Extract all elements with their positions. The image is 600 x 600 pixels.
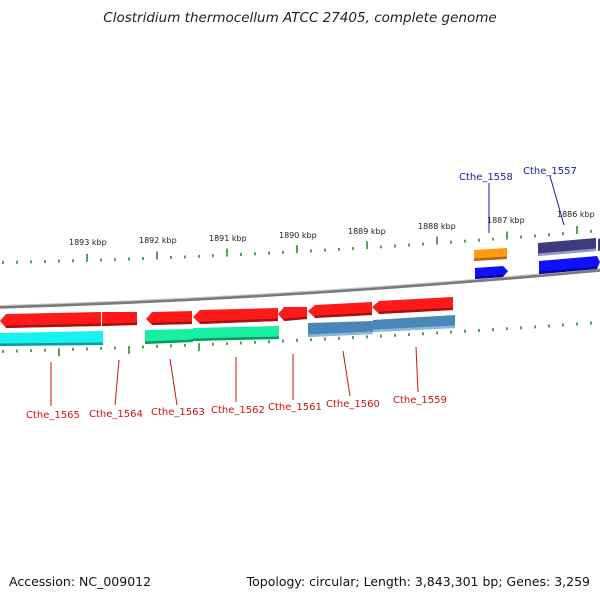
gene-feature-cthe-1563[interactable] — [146, 311, 192, 325]
gene-feature-cthe-1565[interactable] — [0, 312, 101, 328]
gene-label-cthe-1558[interactable]: Cthe_1558 — [459, 172, 513, 183]
map-title: Clostridium thermocellum ATCC 27405, com… — [103, 10, 497, 26]
gene-label-cthe-1561[interactable]: Cthe_1561 — [268, 402, 322, 413]
scale-label-1889: 1889 kbp — [348, 227, 386, 236]
scale-label-1890: 1890 kbp — [279, 231, 317, 240]
scale-label-1887: 1887 kbp — [487, 216, 525, 225]
gene-label-cthe-1559[interactable]: Cthe_1559 — [393, 395, 447, 406]
gene-label-cthe-1565[interactable]: Cthe_1565 — [26, 410, 80, 421]
scale-label-1891: 1891 kbp — [209, 234, 247, 243]
scale-ticks-top — [2, 225, 592, 264]
gene-label-cthe-1564[interactable]: Cthe_1564 — [89, 409, 143, 420]
gene-label-cthe-1562[interactable]: Cthe_1562 — [211, 405, 265, 416]
scale-label-1893: 1893 kbp — [69, 238, 107, 247]
gene-feature-cyan[interactable] — [0, 331, 103, 346]
gene-label-cthe-1557[interactable]: Cthe_1557 — [523, 166, 577, 177]
scale-ticks-bottom — [2, 321, 592, 357]
gene-feature-cthe-1564[interactable] — [102, 312, 137, 326]
accession-text: Accession: NC_009012 — [9, 574, 152, 589]
genome-stats-text: Topology: circular; Length: 3,843,301 bp… — [246, 574, 590, 589]
gene-label-cthe-1563[interactable]: Cthe_1563 — [151, 407, 205, 418]
genome-backbone — [0, 268, 600, 309]
scale-label-1888: 1888 kbp — [418, 222, 456, 231]
scale-label-1886: 1886 kbp — [557, 210, 595, 219]
gene-label-cthe-1560[interactable]: Cthe_1560 — [326, 399, 380, 410]
scale-labels: 1893 kbp 1892 kbp 1891 kbp 1890 kbp 1889… — [69, 210, 595, 247]
scale-label-1892: 1892 kbp — [139, 236, 177, 245]
